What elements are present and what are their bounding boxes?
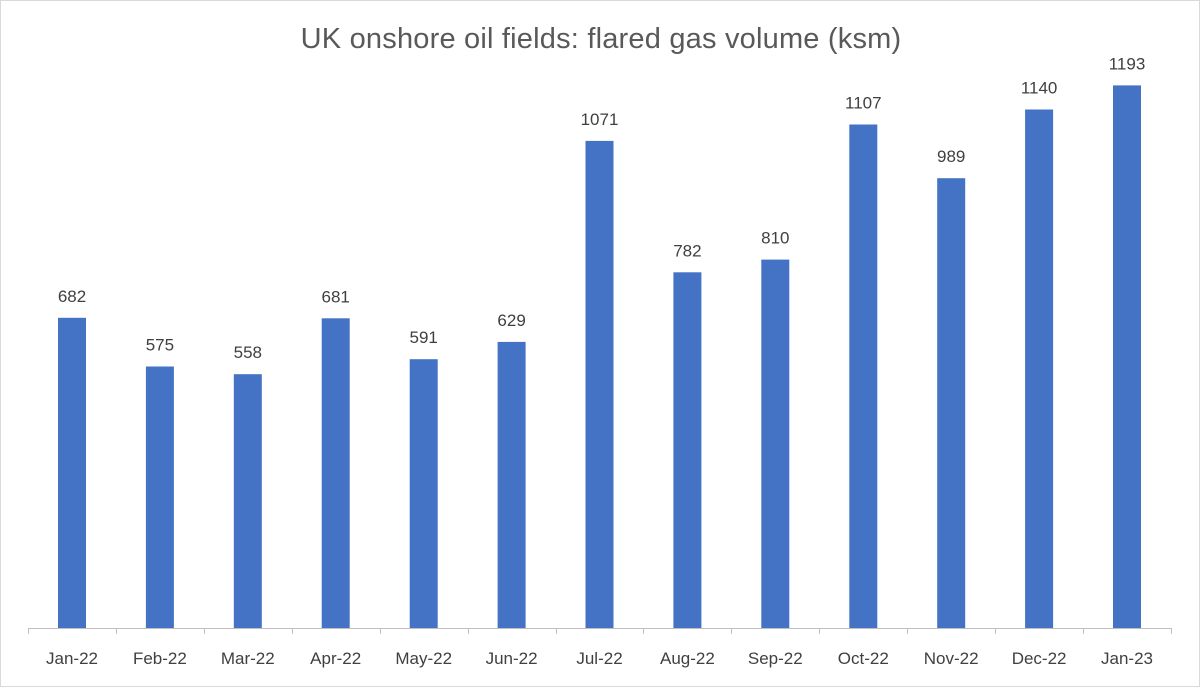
x-tick-label-jun-22: Jun-22 — [486, 649, 538, 668]
x-tick-label-mar-22: Mar-22 — [221, 649, 275, 668]
bar-jun-22 — [497, 341, 526, 628]
x-tick-label-may-22: May-22 — [395, 649, 452, 668]
bar-aug-22 — [673, 272, 702, 628]
data-label-mar-22: 558 — [234, 343, 262, 362]
x-tick-label-jan-23: Jan-23 — [1101, 649, 1153, 668]
x-tick-label-sep-22: Sep-22 — [748, 649, 803, 668]
data-label-jun-22: 629 — [497, 311, 525, 330]
x-axis-ticks — [28, 628, 1172, 634]
data-label-aug-22: 782 — [673, 241, 701, 260]
data-label-apr-22: 681 — [322, 287, 350, 306]
bar-dec-22 — [1025, 109, 1054, 628]
data-label-sep-22: 810 — [761, 229, 789, 248]
data-label-oct-22: 1107 — [845, 94, 882, 113]
data-label-jan-22: 682 — [58, 287, 86, 306]
x-tick-label-jul-22: Jul-22 — [576, 649, 622, 668]
bar-mar-22 — [233, 374, 262, 628]
x-tick-label-aug-22: Aug-22 — [660, 649, 715, 668]
bar-sep-22 — [761, 259, 790, 628]
x-tick-label-dec-22: Dec-22 — [1012, 649, 1067, 668]
data-labels-group: 682 575 558 681 591 629 1071 782 810 1107 989 1140 1… — [58, 54, 1145, 362]
data-label-dec-22: 1140 — [1021, 79, 1058, 98]
bars-group — [58, 85, 1141, 628]
x-tick-label-apr-22: Apr-22 — [310, 649, 361, 668]
x-tick-label-jan-22: Jan-22 — [46, 649, 98, 668]
x-tick-label-feb-22: Feb-22 — [133, 649, 187, 668]
x-tick-label-oct-22: Oct-22 — [838, 649, 889, 668]
x-tick-label-nov-22: Nov-22 — [924, 649, 979, 668]
data-label-nov-22: 989 — [937, 147, 965, 166]
bar-nov-22 — [937, 178, 966, 628]
chart-title: UK onshore oil fields: flared gas volume… — [300, 23, 902, 55]
x-tick-labels-group: Jan-22 Feb-22 Mar-22 Apr-22 May-22 Jun-22 Jul-… — [46, 649, 1153, 668]
data-label-jan-23: 1193 — [1109, 54, 1146, 73]
bar-jan-22 — [58, 317, 86, 628]
bar-oct-22 — [849, 124, 878, 628]
bar-jan-23 — [1113, 85, 1141, 628]
bar-apr-22 — [321, 318, 350, 628]
bar-feb-22 — [145, 366, 174, 628]
bar-may-22 — [409, 359, 438, 628]
data-label-jul-22: 1071 — [581, 110, 619, 129]
bar-jul-22 — [585, 140, 614, 628]
data-label-feb-22: 575 — [146, 336, 174, 355]
data-label-may-22: 591 — [410, 328, 438, 347]
